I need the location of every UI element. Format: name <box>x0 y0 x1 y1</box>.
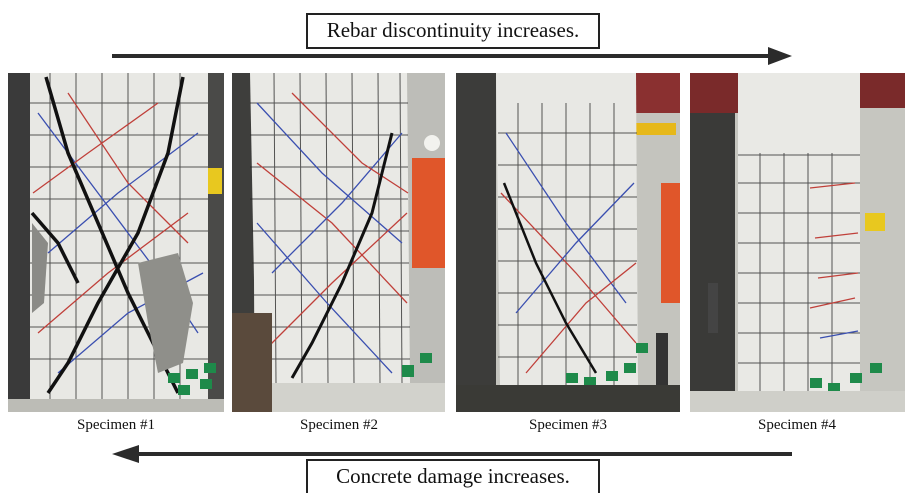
specimen-3-photo <box>456 73 680 412</box>
bottom-caption-box: Concrete damage increases. <box>306 459 600 493</box>
specimen-2-label: Specimen #2 <box>300 417 378 433</box>
specimen-1-photo <box>8 73 224 412</box>
specimen-4-photo <box>690 73 905 412</box>
specimen-3-label: Specimen #3 <box>529 417 607 433</box>
specimen-4-label: Specimen #4 <box>758 417 836 433</box>
specimen-2-photo <box>232 73 445 412</box>
right-arrow-icon <box>112 47 792 65</box>
left-arrow-icon <box>112 445 792 463</box>
top-caption-box: Rebar discontinuity increases. <box>306 13 600 49</box>
bottom-caption-text: Concrete damage increases. <box>336 464 570 488</box>
specimen-1-label: Specimen #1 <box>77 417 155 433</box>
top-caption-text: Rebar discontinuity increases. <box>326 18 580 42</box>
